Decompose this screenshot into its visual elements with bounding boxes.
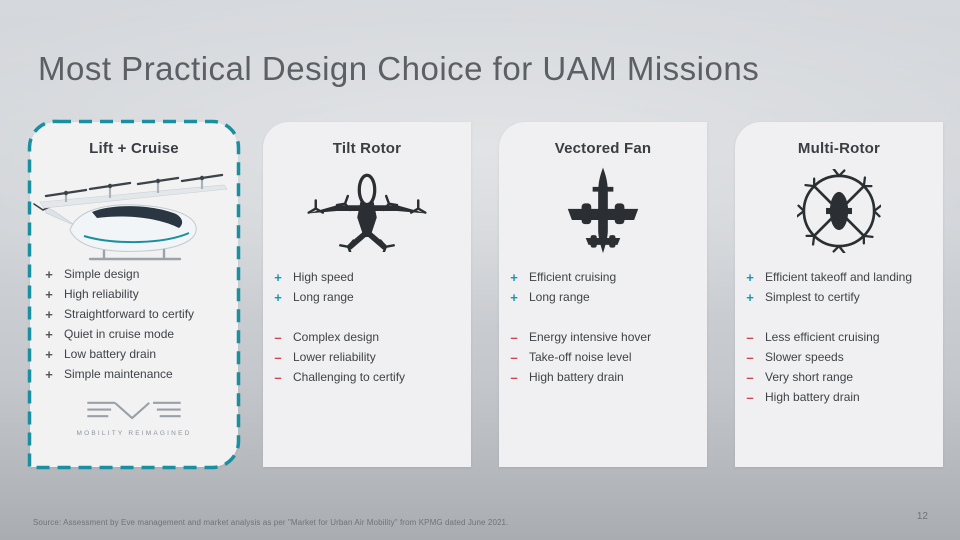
con-item: – Very short range <box>743 367 941 387</box>
plus-marker-icon: + <box>274 289 282 305</box>
item-text: Efficient takeoff and landing <box>765 270 912 284</box>
cons-list: – Complex design – Lower reliability – Challe… <box>271 327 469 387</box>
tilt-rotor-icon <box>307 173 427 252</box>
pro-item: + Simple maintenance <box>42 364 236 384</box>
plus-marker-icon: + <box>746 289 754 305</box>
item-text: Energy intensive hover <box>529 330 652 344</box>
item-text: Slower speeds <box>765 350 844 364</box>
item-text: Complex design <box>293 330 380 344</box>
page-number: 12 <box>916 511 928 522</box>
item-text: Simple design <box>64 267 140 281</box>
design-option-card-tilt-rotor: Tilt Rotor + High speed + Long ra <box>263 122 471 467</box>
pro-item: + High reliability <box>42 284 236 304</box>
vectored-fan-icon <box>567 167 639 254</box>
eve-logo: MOBILITY REIMAGINED <box>30 400 238 437</box>
con-item: – Slower speeds <box>743 347 941 367</box>
item-text: Less efficient cruising <box>765 330 880 344</box>
plus-marker-icon: + <box>45 366 53 382</box>
multi-rotor-icon <box>797 169 881 253</box>
item-text: Long range <box>529 290 590 304</box>
pro-item: + Efficient takeoff and landing <box>743 267 941 287</box>
pro-item: + Simplest to certify <box>743 287 941 307</box>
minus-marker-icon: – <box>510 329 518 345</box>
con-item: – Challenging to certify <box>271 367 469 387</box>
card-title-vectored-fan: Vectored Fan <box>554 140 652 157</box>
minus-marker-icon: – <box>746 349 754 365</box>
cons-list: – Energy intensive hover – Take-off noise l… <box>507 327 705 387</box>
card-title-tilt-rotor: Tilt Rotor <box>332 140 402 157</box>
card-title-multi-rotor: Multi-Rotor <box>797 140 881 157</box>
item-text: Quiet in cruise mode <box>64 327 175 341</box>
item-text: High reliability <box>64 287 139 301</box>
pros-list: + Efficient cruising + Long range <box>507 267 705 307</box>
card-title-lift-cruise: Lift + Cruise <box>89 140 179 157</box>
item-text: Simple maintenance <box>64 367 173 381</box>
minus-marker-icon: – <box>746 329 754 345</box>
plus-marker-icon: + <box>746 269 754 285</box>
design-option-card-lift-cruise: Lift + Cruise <box>27 119 241 470</box>
item-text: Efficient cruising <box>529 270 617 284</box>
con-item: – High battery drain <box>743 387 941 407</box>
pro-item: + High speed <box>271 267 469 287</box>
pro-item: + Quiet in cruise mode <box>42 324 236 344</box>
design-option-card-vectored-fan: Vectored Fan + Efficient cruising + Long ra… <box>499 122 707 467</box>
pro-item: + Straightforward to certify <box>42 304 236 324</box>
pros-list: + High speed + Long range <box>271 267 469 307</box>
design-option-card-multi-rotor: Multi-Rotor + Efficient takeoff <box>735 122 943 467</box>
item-text: Low battery drain <box>64 347 157 361</box>
con-item: – Complex design <box>271 327 469 347</box>
pros-list: + Efficient takeoff and landing + Simplest … <box>743 267 941 307</box>
evtol-aircraft-render <box>32 156 236 264</box>
pro-item: + Long range <box>507 287 705 307</box>
lift-cruise-aircraft-image <box>33 173 228 261</box>
eve-tagline: MOBILITY REIMAGINED <box>76 430 192 437</box>
plus-marker-icon: + <box>510 289 518 305</box>
pros-list: + Simple design + High reliability + Straight… <box>42 264 236 384</box>
plus-marker-icon: + <box>45 346 53 362</box>
plus-marker-icon: + <box>45 266 53 282</box>
item-text: High battery drain <box>765 390 860 404</box>
item-text: High battery drain <box>529 370 624 384</box>
plus-marker-icon: + <box>45 306 53 322</box>
item-text: Lower reliability <box>293 350 376 364</box>
plus-marker-icon: + <box>45 326 53 342</box>
item-text: High speed <box>293 270 354 284</box>
con-item: – Energy intensive hover <box>507 327 705 347</box>
pro-item: + Long range <box>271 287 469 307</box>
minus-marker-icon: – <box>510 349 518 365</box>
minus-marker-icon: – <box>274 329 282 345</box>
plus-marker-icon: + <box>274 269 282 285</box>
minus-marker-icon: – <box>510 369 518 385</box>
item-text: Very short range <box>765 370 854 384</box>
minus-marker-icon: – <box>274 369 282 385</box>
plus-marker-icon: + <box>45 286 53 302</box>
con-item: – Less efficient cruising <box>743 327 941 347</box>
minus-marker-icon: – <box>746 389 754 405</box>
cons-list: – Less efficient cruising – Slower speeds – V… <box>743 327 941 407</box>
item-text: Simplest to certify <box>765 290 860 304</box>
minus-marker-icon: – <box>274 349 282 365</box>
con-item: – Lower reliability <box>271 347 469 367</box>
pro-item: + Low battery drain <box>42 344 236 364</box>
plus-marker-icon: + <box>510 269 518 285</box>
slide-title: Most Practical Design Choice for UAM Mis… <box>38 50 760 87</box>
item-text: Long range <box>293 290 354 304</box>
item-text: Take-off noise level <box>529 350 632 364</box>
pro-item: + Efficient cruising <box>507 267 705 287</box>
source-note: Source: Assessment by Eve management and… <box>33 518 509 527</box>
item-text: Challenging to certify <box>293 370 406 384</box>
eve-wordmark-icon <box>87 401 181 420</box>
minus-marker-icon: – <box>746 369 754 385</box>
con-item: – High battery drain <box>507 367 705 387</box>
con-item: – Take-off noise level <box>507 347 705 367</box>
pro-item: + Simple design <box>42 264 236 284</box>
item-text: Straightforward to certify <box>64 307 195 321</box>
